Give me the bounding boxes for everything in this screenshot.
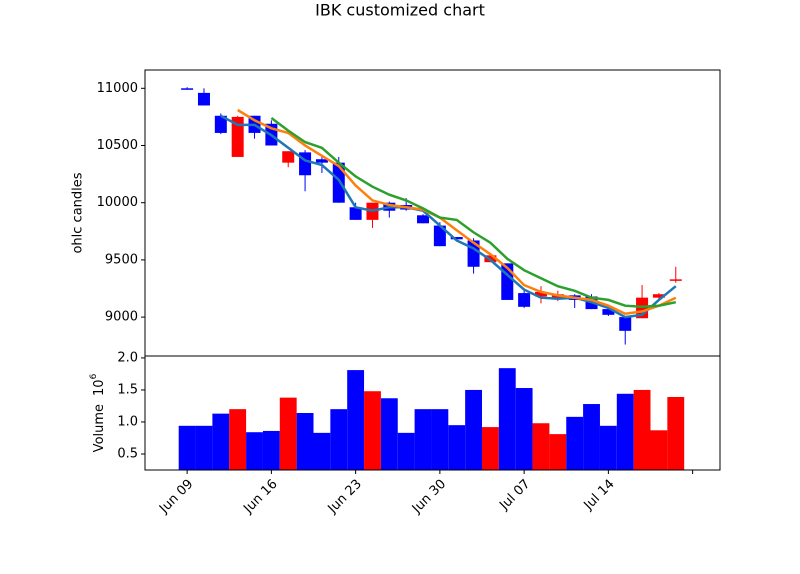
volume-bar xyxy=(566,416,584,470)
candle-body xyxy=(282,151,295,163)
volume-bar xyxy=(347,370,365,470)
x-tick-label: Jun 23 xyxy=(325,477,365,517)
volume-bar xyxy=(313,432,331,470)
volume-axis-label: Volume 106 xyxy=(89,373,107,452)
y-tick-label: 11000 xyxy=(97,81,138,96)
y-axis-label: ohlc candles xyxy=(71,172,86,253)
y-tick-label: 9500 xyxy=(105,252,138,267)
candle-body xyxy=(417,215,430,224)
volume-y-tick-label: 0.5 xyxy=(117,446,138,461)
candle-body xyxy=(652,294,665,298)
volume-bar xyxy=(229,409,247,470)
volume-label: Volume xyxy=(92,404,107,452)
volume-bar xyxy=(532,423,550,470)
candle-body xyxy=(315,159,328,163)
moving-average-line xyxy=(220,114,677,319)
y-tick-label: 10500 xyxy=(97,138,138,153)
volume-bar xyxy=(482,427,499,470)
candle-body xyxy=(197,92,210,106)
candle-body xyxy=(669,279,682,281)
chart-title: IBK customized chart xyxy=(315,1,485,20)
x-tick-label: Jul 14 xyxy=(581,477,618,514)
y-tick-label: 10000 xyxy=(97,195,138,210)
volume-axes-frame xyxy=(144,355,721,471)
x-tick-label: Jun 30 xyxy=(409,477,449,517)
volume-bar xyxy=(599,425,617,470)
candle-body xyxy=(181,88,194,90)
volume-bar xyxy=(262,430,280,470)
volume-bar xyxy=(616,393,634,470)
y-tick-label: 9000 xyxy=(105,310,138,325)
volume-bar xyxy=(178,425,196,470)
x-tick-label: Jun 16 xyxy=(240,477,280,517)
volume-bar xyxy=(431,409,449,470)
volume-y-tick-label: 1.5 xyxy=(117,382,138,397)
x-tick-label: Jun 09 xyxy=(156,477,196,517)
candle-body xyxy=(518,293,531,307)
volume-bar xyxy=(380,398,398,470)
volume-bar xyxy=(549,434,567,470)
candle-body xyxy=(231,116,244,157)
candle-body xyxy=(332,162,345,203)
volume-bar xyxy=(330,409,348,470)
candle-body xyxy=(214,115,227,133)
volume-y-tick-label: 1.0 xyxy=(117,414,138,429)
volume-bar xyxy=(212,413,230,470)
candle-body xyxy=(349,207,362,220)
candle-body xyxy=(602,309,615,315)
volume-bar xyxy=(296,413,314,470)
moving-average-line xyxy=(237,108,677,315)
volume-bar xyxy=(667,396,685,470)
candle-body xyxy=(619,317,632,331)
volume-bar xyxy=(414,409,432,470)
volume-bar xyxy=(364,391,381,470)
volume-bar xyxy=(279,397,297,470)
volume-bar xyxy=(498,368,516,470)
volume-bar xyxy=(448,425,466,470)
candle-body xyxy=(534,291,547,297)
volume-bar xyxy=(583,404,600,470)
volume-bar xyxy=(650,430,668,470)
volume-offset-base: 10 xyxy=(92,379,107,396)
volume-bar xyxy=(246,432,263,470)
x-tick-label: Jul 07 xyxy=(496,477,533,514)
candle-body xyxy=(433,225,446,247)
volume-bar xyxy=(515,388,533,470)
volume-bar xyxy=(397,432,415,470)
moving-average-line xyxy=(270,117,677,309)
volume-bar xyxy=(633,389,651,470)
volume-bar xyxy=(195,425,213,470)
volume-y-tick-label: 2.0 xyxy=(117,350,138,365)
candle-body xyxy=(450,237,463,240)
volume-offset-exp: 6 xyxy=(89,373,99,379)
volume-bar xyxy=(465,389,482,470)
